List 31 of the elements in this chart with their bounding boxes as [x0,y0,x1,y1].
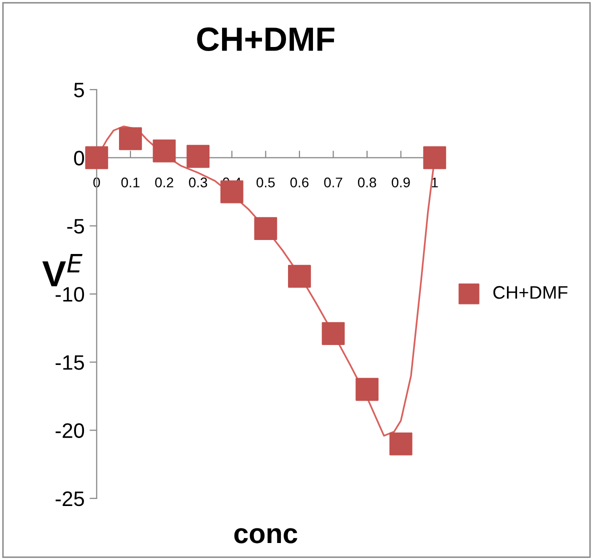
point [85,146,108,170]
y-tick-label: -15 [56,355,84,370]
point [423,146,446,170]
x-tick-label: 0.1 [121,178,140,188]
x-tick-label: 0.6 [290,178,309,188]
x-tick-label: 0.5 [256,178,275,188]
point [119,127,142,150]
y-tick-label: -5 [67,219,84,234]
point [322,322,345,345]
point [152,139,176,162]
x-tick-label: 0.9 [392,178,410,188]
x-tick-label: 0.8 [358,178,376,188]
y-tick-label: 0 [74,150,84,166]
point [356,378,379,401]
y-tick-label: -10 [56,287,84,302]
x-tick-label: 0.2 [155,178,174,188]
y-tick-label: 5 [74,82,84,98]
x-tick-label: 0.7 [324,178,342,188]
y-axis-title: V$^{E}$ [42,254,82,286]
chart-title: CH+DMF [197,27,334,52]
point [389,432,412,456]
x-axis-title: conc [234,528,298,544]
point [254,217,278,240]
x-tick-label: 0.3 [188,178,208,188]
legend-label: CH+DMF [493,286,568,299]
point [220,180,244,204]
point [288,264,311,288]
y-tick-label: -25 [56,491,84,506]
point [186,144,210,168]
x-tick-label: 0 [93,178,100,188]
y-tick-label: -20 [56,423,84,438]
